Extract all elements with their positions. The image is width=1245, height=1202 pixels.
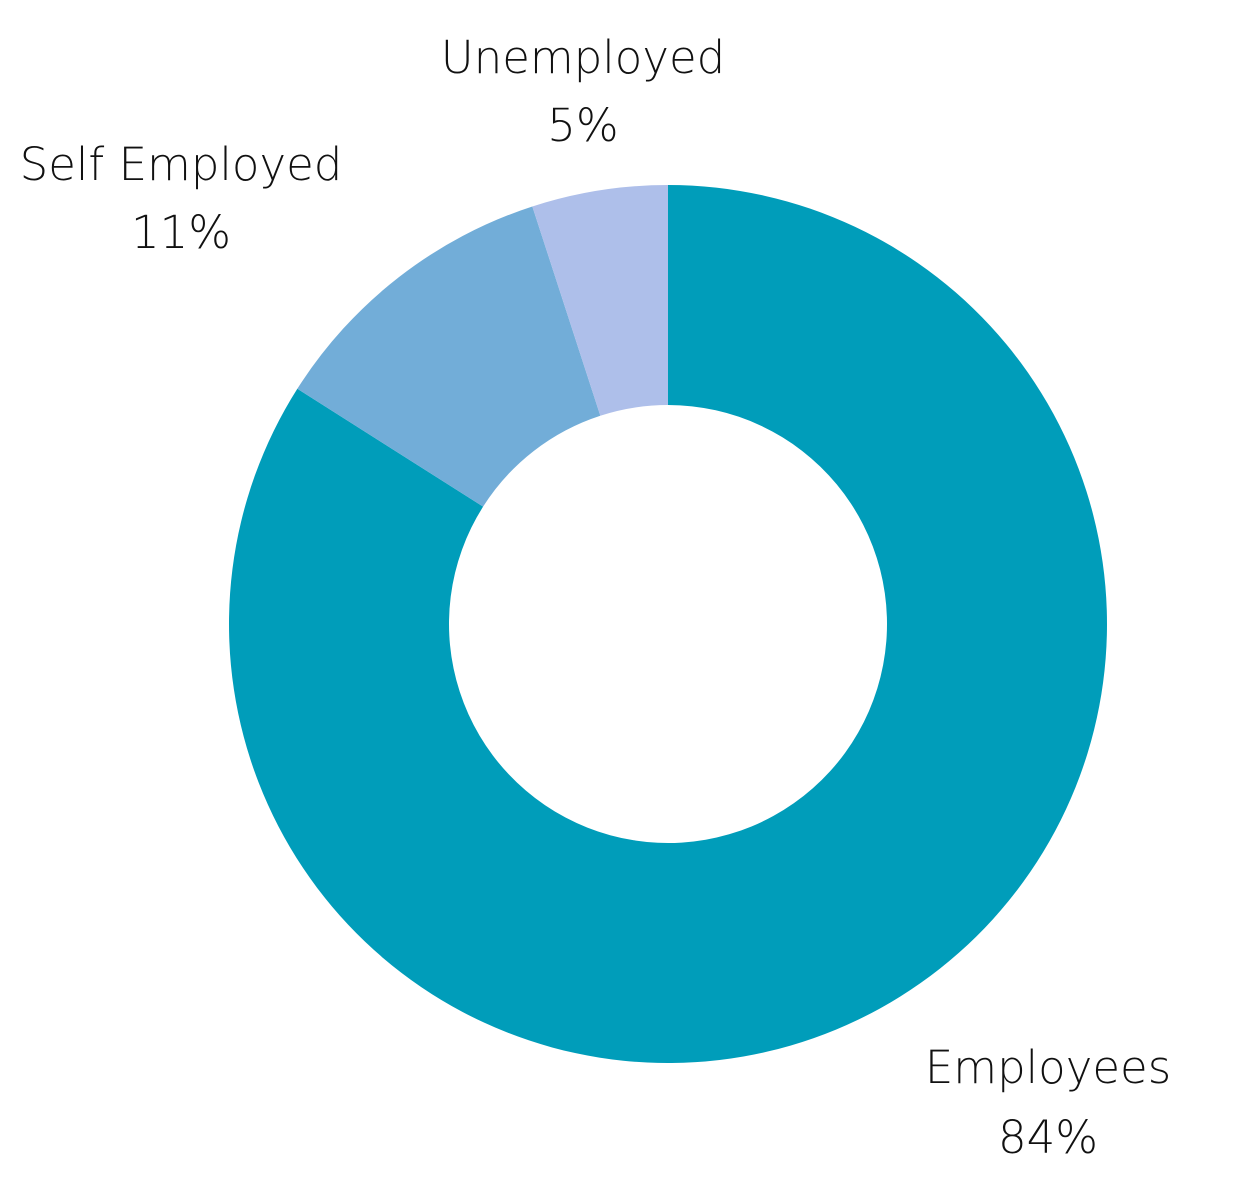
donut-slice-self-employed [297, 206, 601, 507]
donut-slice-unemployed [532, 185, 668, 416]
donut-slice-employees [228, 185, 1107, 1063]
slice-label-employees: Employees [925, 1041, 1171, 1094]
slice-label-self-employed: Self Employed [20, 138, 343, 191]
donut-slices [228, 185, 1107, 1063]
slice-label-group-employees: Employees 84% [925, 1041, 1171, 1164]
slice-value-self-employed: 11% [131, 206, 231, 259]
slice-label-unemployed: Unemployed [441, 31, 725, 84]
slice-value-employees: 84% [998, 1111, 1098, 1164]
slice-label-group-self-employed: Self Employed 11% [20, 138, 343, 259]
slice-label-group-unemployed: Unemployed 5% [441, 31, 725, 152]
slice-value-unemployed: 5% [547, 99, 618, 152]
